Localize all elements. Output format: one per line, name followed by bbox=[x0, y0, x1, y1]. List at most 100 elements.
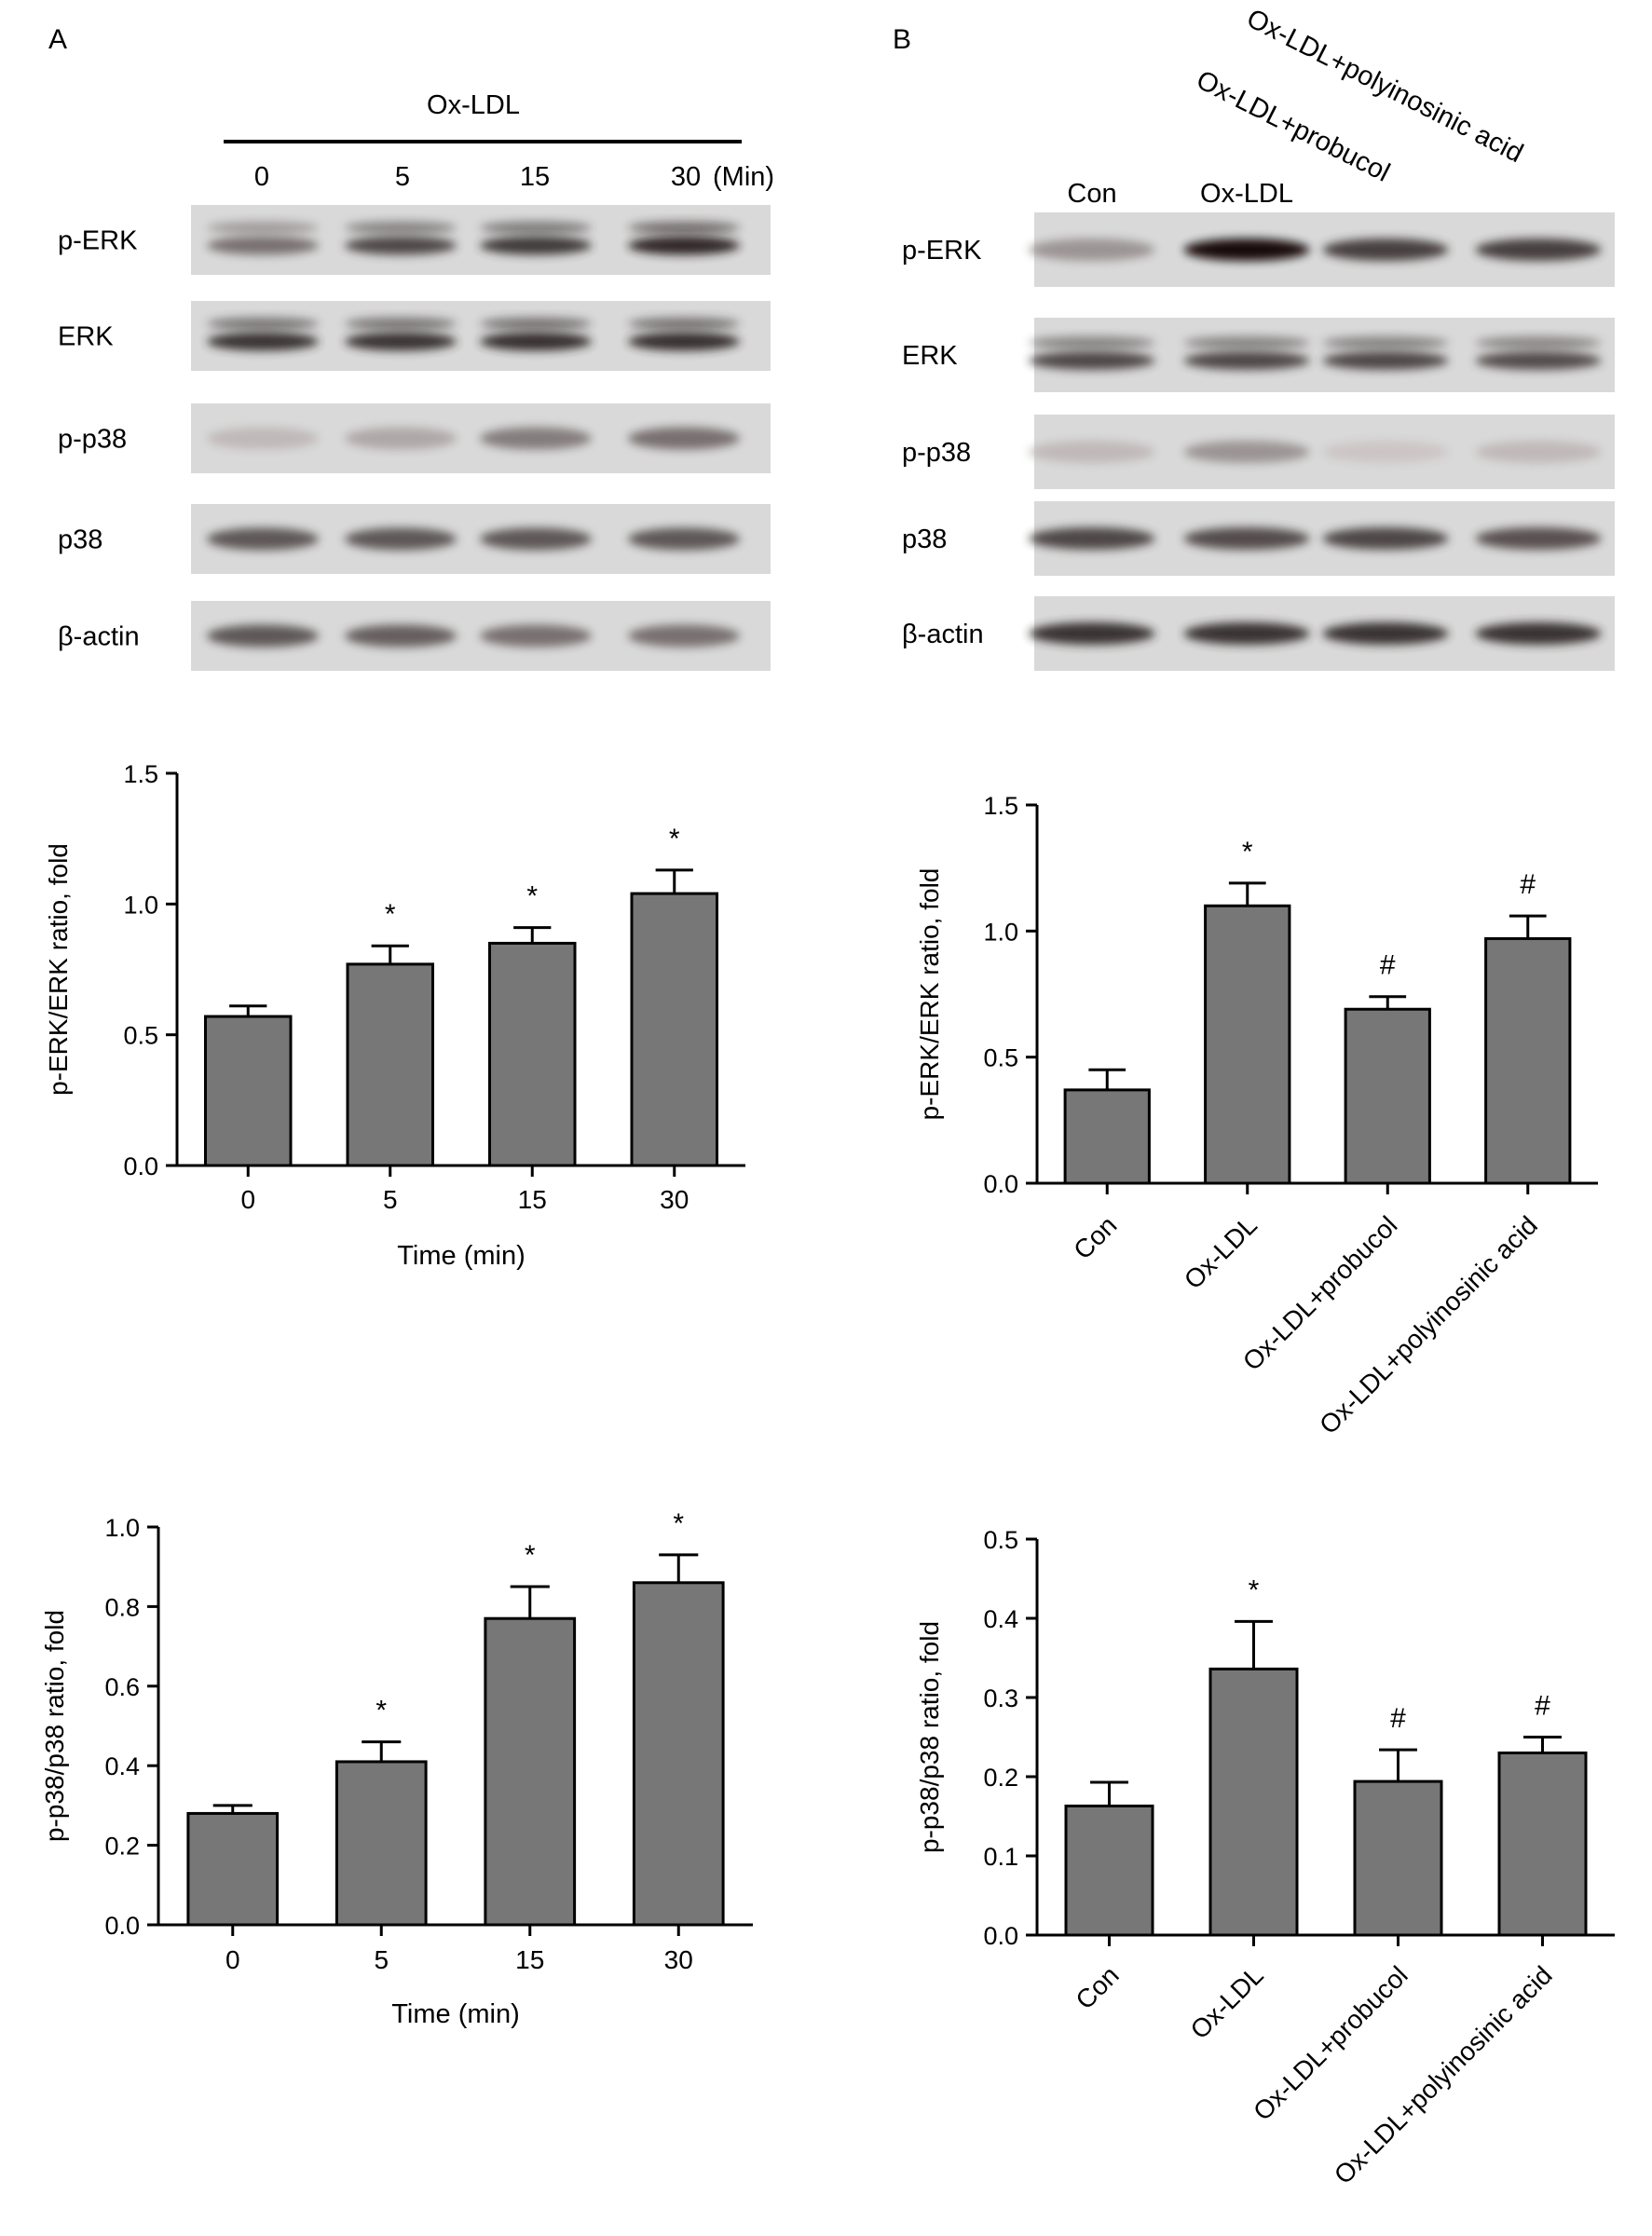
blot-band bbox=[1322, 336, 1449, 349]
blot-band bbox=[480, 624, 592, 648]
significance-mark: * bbox=[375, 1696, 387, 1726]
blot-band bbox=[207, 527, 319, 551]
significance-mark: # bbox=[1380, 950, 1396, 981]
x-tick-label: 0 bbox=[240, 1185, 255, 1214]
significance-mark: * bbox=[526, 881, 538, 912]
significance-mark: # bbox=[1520, 869, 1536, 900]
y-axis-label: p-p38/p38 ratio, fold bbox=[40, 1610, 69, 1842]
blot-band bbox=[1322, 527, 1449, 550]
y-tick-label: 1.0 bbox=[104, 1514, 140, 1542]
blot-band bbox=[1475, 239, 1602, 261]
blot-row-p-erk: p-ERK bbox=[902, 212, 1615, 287]
blot-band bbox=[345, 332, 457, 351]
blot-band bbox=[345, 221, 457, 235]
panel-b-lane-1: Ox-LDL bbox=[1200, 179, 1293, 209]
bar-0 bbox=[204, 1015, 293, 1167]
blot-band bbox=[207, 221, 319, 235]
panel-b-label: B bbox=[893, 24, 911, 55]
blot-band bbox=[207, 332, 319, 351]
blot-band bbox=[480, 221, 592, 235]
panel-a-blots: p-ERK ERK p-p38 p38 β-actin bbox=[58, 205, 771, 671]
bar-ox-ldl-probucol bbox=[1353, 1779, 1443, 1937]
bar-con bbox=[1064, 1804, 1154, 1937]
y-tick-label: 1.0 bbox=[123, 891, 158, 919]
significance-mark: * bbox=[525, 1540, 536, 1571]
y-tick-label: 0.2 bbox=[104, 1833, 140, 1861]
y-tick-label: 0.4 bbox=[104, 1752, 140, 1780]
bar-ox-ldl-polyinosinic-acid bbox=[1497, 1752, 1588, 1937]
y-tick-label: 0.5 bbox=[123, 1022, 158, 1050]
blot-label: p-ERK bbox=[902, 236, 982, 266]
y-axis-label: p-p38/p38 ratio, fold bbox=[915, 1621, 944, 1853]
blot-band bbox=[1029, 527, 1155, 550]
blot-label: p-p38 bbox=[902, 438, 971, 468]
blot-row-p38: p38 bbox=[902, 501, 1615, 576]
blot-label: ERK bbox=[902, 341, 958, 371]
blot-row-actin: β-actin bbox=[902, 596, 1615, 671]
blot-band bbox=[1475, 336, 1602, 349]
y-tick-label: 0.3 bbox=[983, 1684, 1018, 1712]
x-tick-label: 5 bbox=[374, 1945, 389, 1974]
blot-row-p-p38: p-p38 bbox=[58, 403, 771, 473]
significance-mark: # bbox=[1390, 1703, 1406, 1734]
y-tick-label: 1.5 bbox=[123, 760, 158, 788]
x-tick-label: Ox-LDL bbox=[1185, 1960, 1269, 2044]
y-tick-label: 0.0 bbox=[104, 1912, 140, 1940]
x-axis-label: Time (min) bbox=[391, 1999, 519, 2029]
blot-band bbox=[628, 624, 740, 648]
bar-30 bbox=[632, 1581, 725, 1927]
blot-row-p-p38: p-p38 bbox=[902, 415, 1615, 489]
blot-band bbox=[628, 427, 740, 450]
blot-band bbox=[1183, 239, 1310, 261]
x-tick-label: Ox-LDL bbox=[1179, 1210, 1263, 1294]
bar-5 bbox=[334, 1760, 428, 1927]
blot-band bbox=[1029, 336, 1155, 349]
panel-a-lane-unit: (Min) bbox=[713, 162, 774, 192]
blot-band bbox=[628, 317, 740, 331]
x-tick-label: Ox-LDL+probucol bbox=[1237, 1210, 1403, 1376]
blot-band bbox=[1029, 239, 1155, 261]
blot-band bbox=[628, 236, 740, 255]
panel-a-label: A bbox=[48, 24, 67, 55]
y-tick-label: 0.0 bbox=[983, 1170, 1018, 1198]
panel-a-lane-1: 5 bbox=[395, 162, 410, 192]
x-tick-label: 30 bbox=[664, 1945, 693, 1974]
blot-band bbox=[480, 236, 592, 255]
blot-band bbox=[1183, 527, 1310, 550]
x-axis-label: Time (min) bbox=[397, 1241, 525, 1271]
chart-a-perk-ratio: 0.0 0.5 1.0 1.5 p-ERK/ERK ratio, fold 0 * 5 * 15 *… bbox=[44, 760, 745, 1271]
blot-band bbox=[207, 317, 319, 331]
blot-band bbox=[1475, 622, 1602, 645]
blot-band bbox=[1475, 527, 1602, 550]
y-axis-label: p-ERK/ERK ratio, fold bbox=[44, 843, 73, 1096]
significance-mark: * bbox=[385, 899, 396, 930]
blot-label: β-actin bbox=[902, 620, 984, 649]
y-tick-label: 0.1 bbox=[983, 1843, 1018, 1871]
x-tick-label: Con bbox=[1070, 1960, 1124, 2014]
x-tick-label: Ox-LDL+probucol bbox=[1248, 1960, 1413, 2126]
blot-band bbox=[207, 236, 319, 255]
blot-band bbox=[1322, 351, 1449, 370]
bar-ox-ldl bbox=[1208, 1667, 1299, 1937]
panel-b-blots: p-ERK ERK p-p38 p38 β-actin bbox=[902, 212, 1615, 671]
bar-ox-ldl-probucol bbox=[1344, 1007, 1431, 1185]
blot-band bbox=[628, 332, 740, 351]
x-tick-label: 15 bbox=[518, 1185, 547, 1214]
y-tick-label: 1.0 bbox=[983, 918, 1018, 946]
significance-mark: * bbox=[673, 1508, 684, 1539]
blot-band bbox=[1183, 622, 1310, 645]
panel-a-lane-2: 15 bbox=[520, 162, 550, 192]
blot-band bbox=[1475, 351, 1602, 370]
blot-band bbox=[1322, 239, 1449, 261]
blot-band bbox=[628, 221, 740, 235]
blot-band bbox=[1475, 441, 1602, 463]
blot-label: p-ERK bbox=[58, 226, 138, 256]
bar-con bbox=[1063, 1088, 1151, 1185]
bar-15 bbox=[484, 1616, 577, 1927]
blot-band bbox=[345, 624, 457, 648]
y-tick-label: 0.5 bbox=[983, 1044, 1018, 1072]
y-tick-label: 1.5 bbox=[983, 792, 1018, 820]
x-tick-label: 5 bbox=[383, 1185, 398, 1214]
blot-row-erk: ERK bbox=[902, 318, 1615, 392]
